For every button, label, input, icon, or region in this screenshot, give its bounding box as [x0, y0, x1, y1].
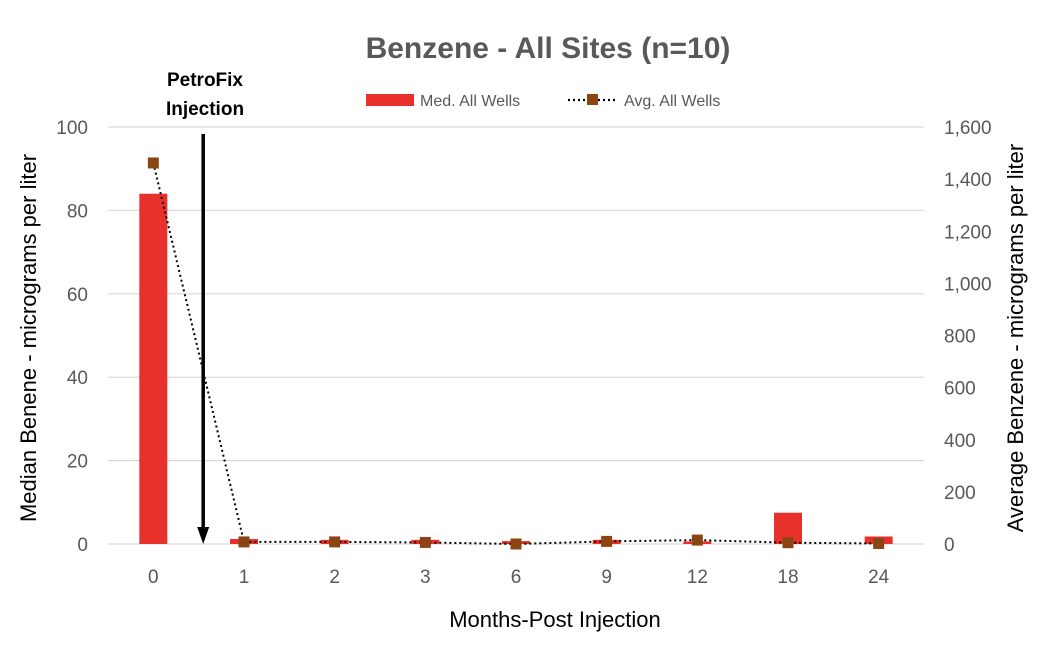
- line-series: [147, 157, 885, 550]
- x-tick-label: 1: [239, 567, 250, 588]
- x-tick-label: 0: [148, 567, 159, 588]
- x-axis-title: Months-Post Injection: [449, 607, 661, 632]
- annotation-text-line-1: PetroFix: [167, 70, 243, 91]
- legend: Med. All Wells Avg. All Wells: [366, 93, 720, 110]
- x-tick-label: 6: [511, 567, 522, 588]
- legend-label-average: Avg. All Wells: [624, 93, 720, 110]
- y2-tick-label: 800: [944, 327, 976, 348]
- line-marker: [873, 537, 885, 549]
- injection-annotation: PetroFix Injection: [166, 70, 244, 544]
- y2-tick-label: 400: [944, 431, 976, 452]
- x-tick-label: 12: [687, 567, 708, 588]
- annotation-text-line-2: Injection: [166, 99, 244, 120]
- y-tick-label: 40: [67, 368, 88, 389]
- y-tick-label: 20: [67, 452, 88, 473]
- line-marker: [147, 157, 159, 169]
- y-axis-title: Median Benene - micrograms per liter: [16, 154, 41, 522]
- y2-tick-label: 1,000: [944, 274, 992, 295]
- x-tick-label: 2: [329, 567, 340, 588]
- line-marker: [510, 538, 522, 550]
- y2-tick-label: 1,200: [944, 222, 992, 243]
- y2-axis-title: Average Benzene - micrograms per liter: [1003, 144, 1028, 532]
- y2-tick-label: 600: [944, 379, 976, 400]
- line-marker: [329, 536, 341, 548]
- y2-tick-label: 1,600: [944, 118, 992, 139]
- annotation-arrowhead: [197, 527, 210, 544]
- right-axis-ticks: 0 200 400 600 800 1,000 1,200 1,400 1,600: [944, 118, 992, 556]
- y2-tick-label: 200: [944, 483, 976, 504]
- legend-swatch-average-marker: [587, 94, 598, 105]
- y2-tick-label: 1,400: [944, 170, 992, 191]
- line-marker: [601, 535, 613, 547]
- y2-tick-label: 0: [944, 535, 955, 556]
- x-tick-label: 9: [601, 567, 612, 588]
- line-marker: [782, 537, 794, 549]
- y-tick-label: 0: [77, 535, 88, 556]
- y-tick-label: 100: [56, 118, 88, 139]
- x-axis-ticks: 0 1 2 3 6 9 12 18 24: [148, 567, 890, 588]
- y-tick-label: 80: [67, 201, 88, 222]
- legend-swatch-median: [366, 94, 414, 106]
- left-axis-ticks: 0 20 40 60 80 100: [56, 118, 88, 556]
- line-marker: [238, 536, 250, 548]
- chart-title: Benzene - All Sites (n=10): [366, 32, 731, 65]
- legend-label-median: Med. All Wells: [420, 93, 520, 110]
- x-tick-label: 3: [420, 567, 431, 588]
- x-tick-label: 18: [777, 567, 798, 588]
- line-marker: [419, 536, 431, 548]
- bar: [139, 193, 168, 544]
- line-marker: [691, 534, 703, 546]
- y-tick-label: 60: [67, 285, 88, 306]
- x-tick-label: 24: [868, 567, 890, 588]
